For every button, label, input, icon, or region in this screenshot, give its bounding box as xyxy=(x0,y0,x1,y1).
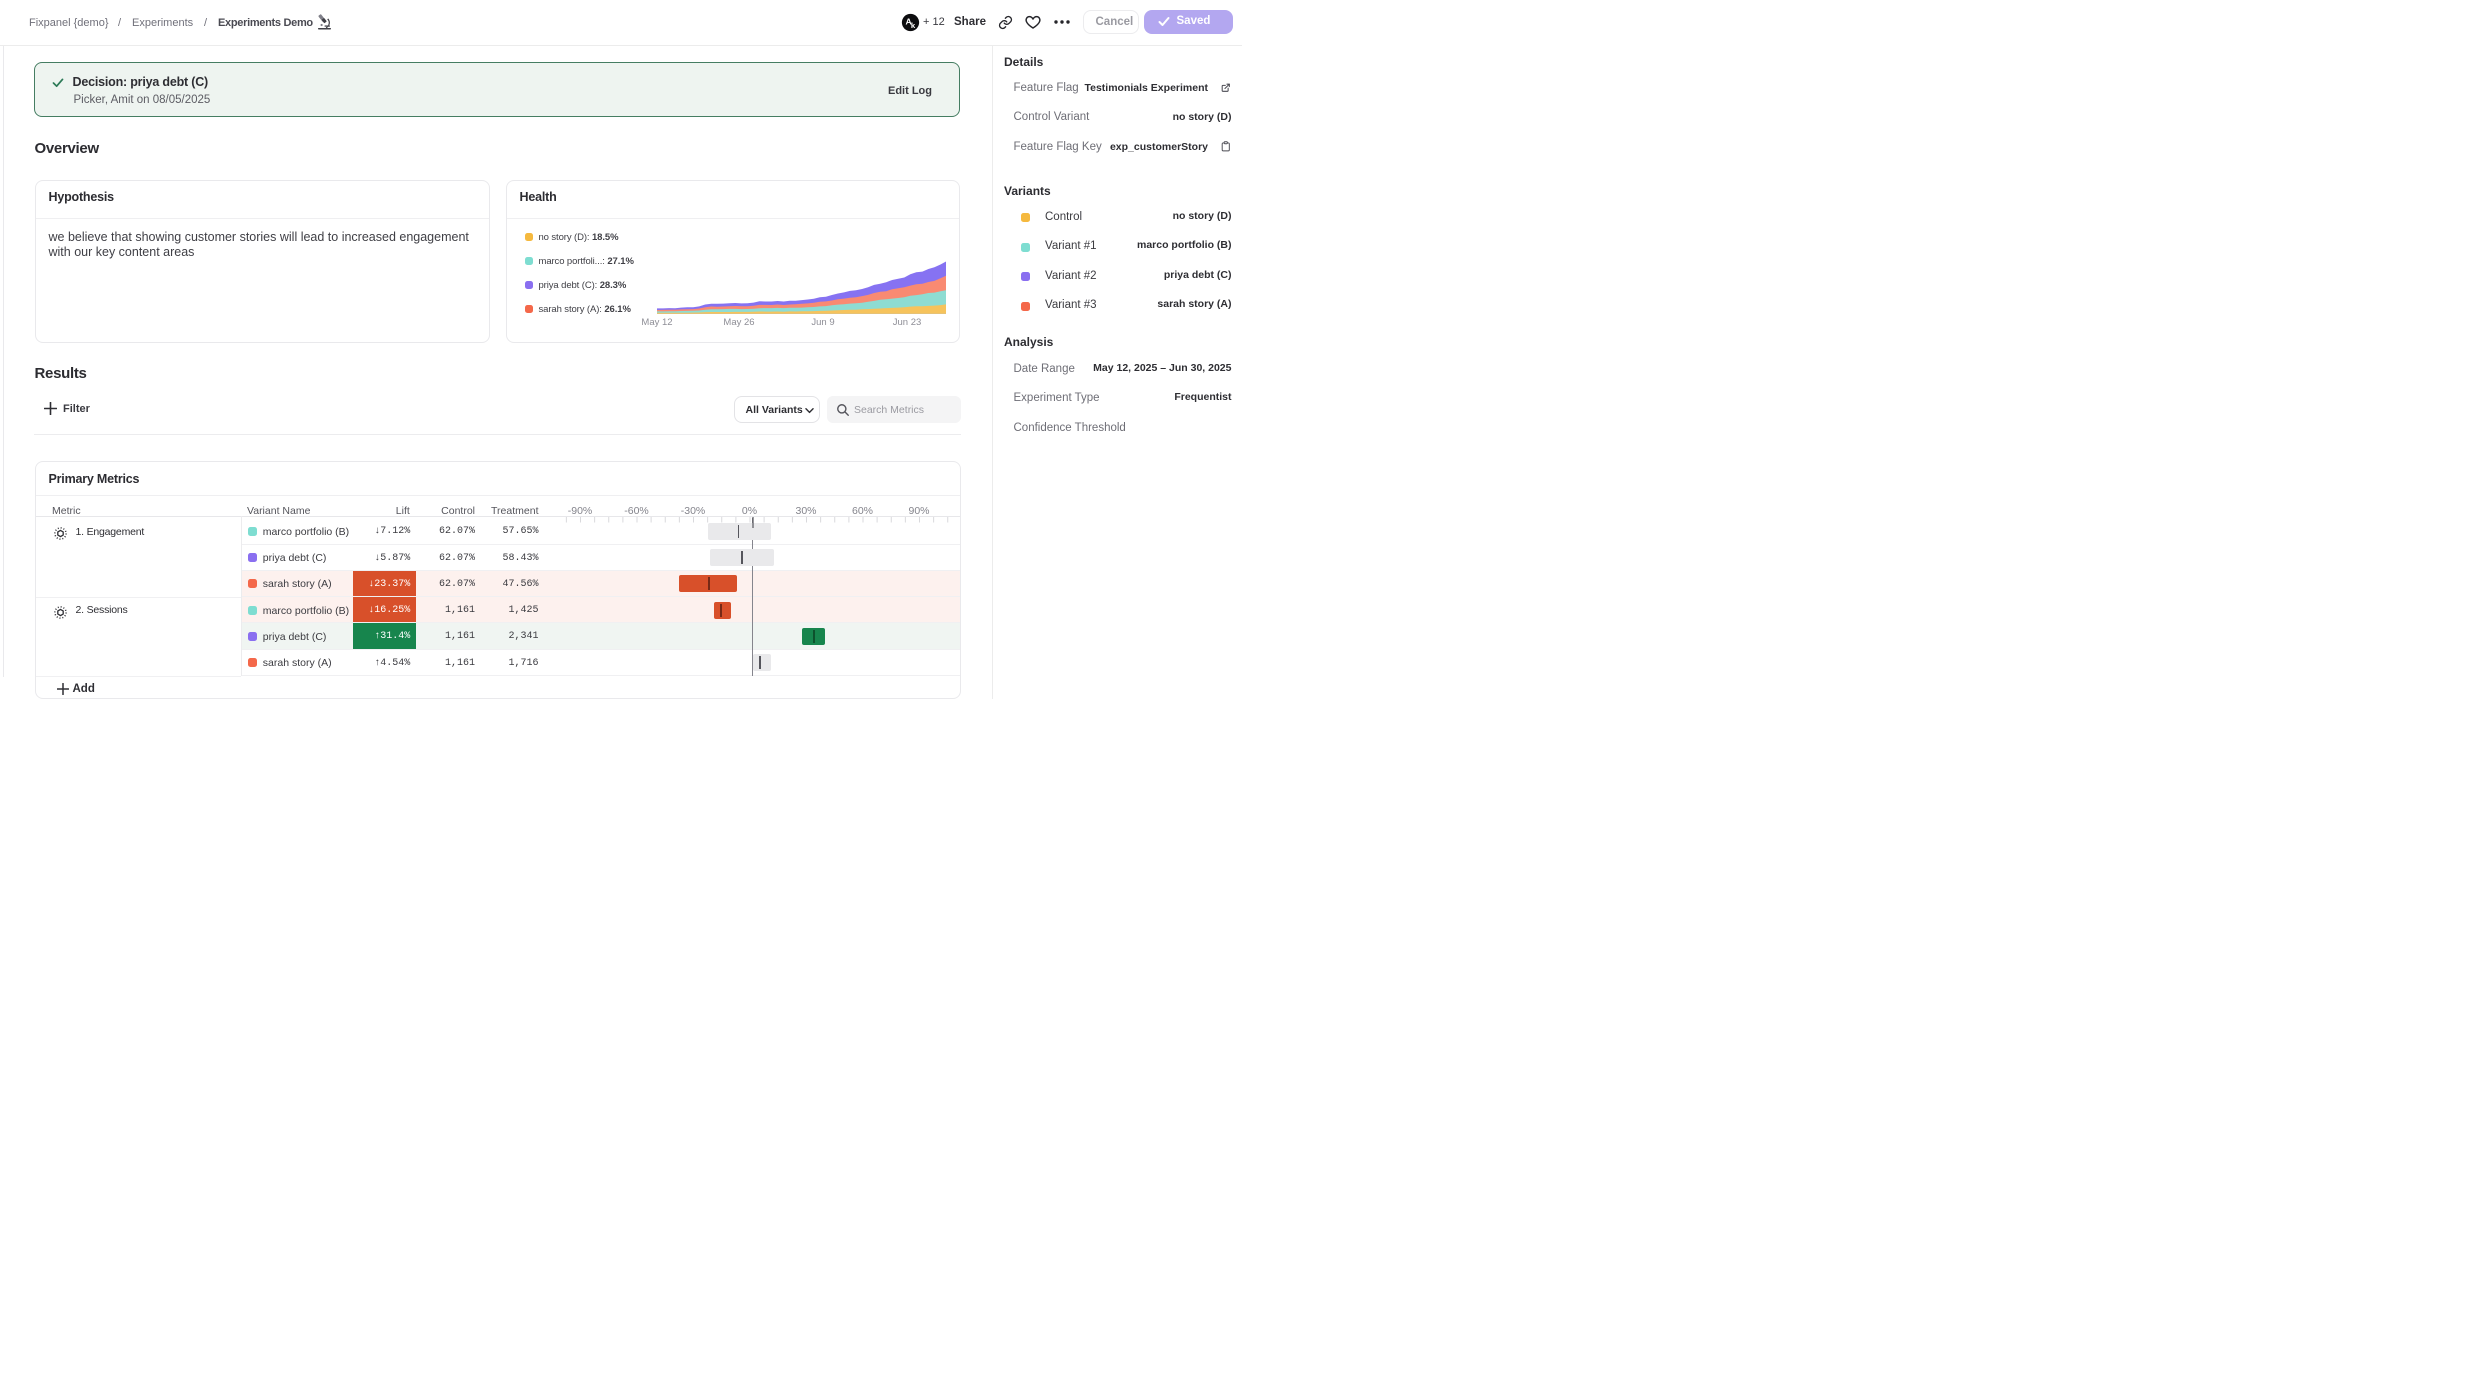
svg-text:A: A xyxy=(905,16,911,26)
svg-text:k: k xyxy=(911,21,916,30)
